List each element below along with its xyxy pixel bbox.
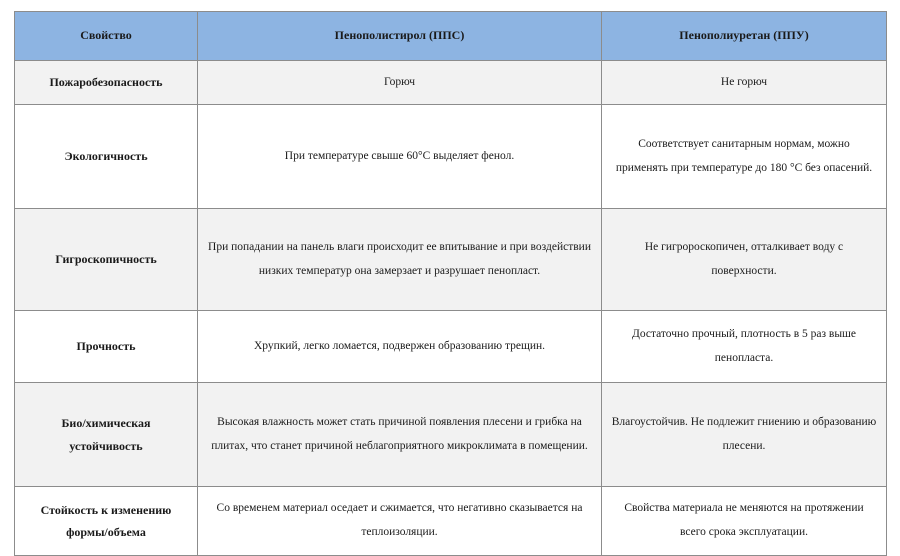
row-value-pps: Со временем материал оседает и сжимается… [197,486,602,556]
row-value-ppu: Не гигророскопичен, отталкивает воду с п… [601,208,887,311]
table-header-row: Свойство Пенополистирол (ППС) Пенополиур… [14,11,887,61]
row-property-label: Стойкость к изменению формы/объема [14,486,198,556]
comparison-table-container: Свойство Пенополистирол (ППС) Пенополиур… [14,11,887,556]
row-value-pps: При попадании на панель влаги происходит… [197,208,602,311]
table-row: Прочность Хрупкий, легко ломается, подве… [14,310,887,383]
row-value-pps: Хрупкий, легко ломается, подвержен образ… [197,310,602,383]
row-value-ppu: Не горюч [601,60,887,105]
table-row: Экологичность При температуре свыше 60°С… [14,104,887,209]
column-header-property: Свойство [14,11,198,61]
material-comparison-table: Свойство Пенополистирол (ППС) Пенополиур… [14,11,887,556]
row-value-ppu: Достаточно прочный, плотность в 5 раз вы… [601,310,887,383]
row-value-ppu: Влагоустойчив. Не подлежит гниению и обр… [601,382,887,487]
row-value-pps: Горюч [197,60,602,105]
row-value-pps: При температуре свыше 60°С выделяет фено… [197,104,602,209]
row-property-label: Био/химическая устойчивость [14,382,198,487]
row-property-label: Прочность [14,310,198,383]
table-row: Стойкость к изменению формы/объема Со вр… [14,486,887,556]
row-property-label: Пожаробезопасность [14,60,198,105]
table-row: Гигроскопичность При попадании на панель… [14,208,887,311]
table-row: Био/химическая устойчивость Высокая влаж… [14,382,887,487]
row-value-ppu: Свойства материала не меняются на протяж… [601,486,887,556]
document-page: Свойство Пенополистирол (ППС) Пенополиур… [14,11,887,556]
table-header: Свойство Пенополистирол (ППС) Пенополиур… [14,11,887,61]
column-header-ppu: Пенополиуретан (ППУ) [601,11,887,61]
row-value-ppu: Соответствует санитарным нормам, можно п… [601,104,887,209]
row-value-pps: Высокая влажность может стать причиной п… [197,382,602,487]
row-property-label: Экологичность [14,104,198,209]
table-body: Пожаробезопасность Горюч Не горюч Эколог… [14,60,887,556]
row-property-label: Гигроскопичность [14,208,198,311]
column-header-pps: Пенополистирол (ППС) [197,11,602,61]
table-row: Пожаробезопасность Горюч Не горюч [14,60,887,105]
